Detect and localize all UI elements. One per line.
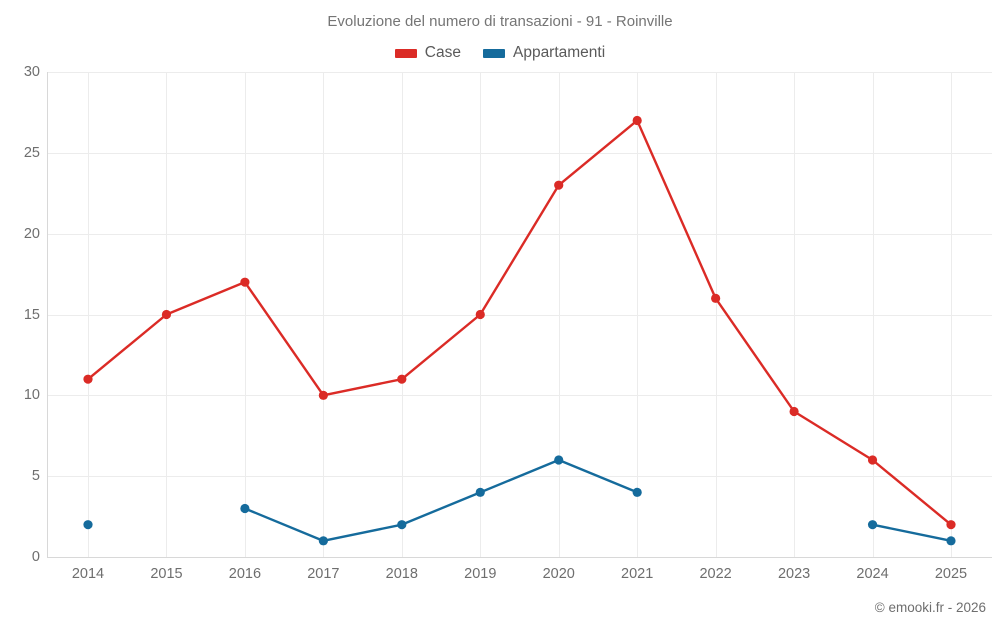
x-tick-label: 2020: [542, 566, 575, 582]
x-tick-label: 2024: [856, 566, 889, 582]
gridline-vertical: [872, 72, 874, 557]
gridline-vertical: [323, 72, 325, 557]
data-point-case[interactable]: [397, 374, 407, 384]
series-layer: [83, 115, 956, 546]
y-tick-label: 25: [23, 144, 40, 161]
series-line-appartamenti: [871, 523, 953, 543]
gridline-vertical: [401, 72, 403, 557]
data-point-case[interactable]: [475, 309, 485, 320]
data-point-appartamenti[interactable]: [867, 520, 878, 530]
gridline-vertical: [244, 72, 246, 557]
data-point-case[interactable]: [240, 277, 250, 287]
gridline-vertical: [715, 72, 717, 557]
y-axis-line: [47, 72, 48, 558]
gridline-horizontal: [47, 72, 992, 73]
data-point-appartamenti[interactable]: [632, 487, 642, 497]
legend-swatch-case: [394, 48, 417, 58]
data-point-case[interactable]: [161, 309, 172, 320]
data-point-appartamenti[interactable]: [83, 520, 93, 530]
x-axis-ticks: 2014 2015 2016 2017 2018 2019 2020 2021 2022 2023…: [47, 566, 992, 588]
gridline-horizontal: [47, 152, 992, 154]
x-tick-label: 2014: [71, 566, 105, 582]
x-tick-label: 2015: [150, 566, 183, 582]
data-point-case[interactable]: [946, 520, 956, 530]
y-tick-label: 15: [23, 306, 40, 323]
x-tick-label: 2022: [699, 566, 732, 582]
data-point-case[interactable]: [554, 180, 564, 190]
y-tick-label: 5: [31, 468, 40, 485]
legend-swatch-appartamenti: [482, 48, 505, 58]
gridline-vertical: [637, 72, 639, 557]
series-line-appartamenti: [243, 458, 639, 543]
legend-item-appartamenti[interactable]: Appartamenti: [482, 44, 606, 62]
data-point-appartamenti[interactable]: [554, 455, 564, 465]
data-point-case[interactable]: [711, 293, 721, 303]
data-point-case[interactable]: [83, 374, 93, 384]
data-point-case[interactable]: [318, 390, 328, 400]
y-tick-label: 20: [23, 225, 40, 242]
legend-label-case: Case: [424, 44, 461, 61]
data-point-case[interactable]: [867, 455, 878, 465]
x-tick-label: 2021: [621, 566, 654, 582]
gridline-horizontal: [47, 233, 992, 235]
data-point-case[interactable]: [632, 115, 642, 126]
page-title: Evoluzione del numero di transazioni - 9…: [327, 13, 673, 30]
y-axis-ticks: 0 5 10 15 20 25 30: [0, 64, 40, 565]
gridline-vertical: [794, 72, 796, 557]
gridline-horizontal: [47, 314, 992, 316]
data-point-appartamenti[interactable]: [475, 487, 485, 497]
data-point-appartamenti[interactable]: [240, 503, 250, 514]
chart-legend: Case Appartamenti: [0, 44, 1000, 62]
gridline-vertical: [88, 72, 89, 557]
series-line-case: [86, 119, 953, 526]
plot-area: [47, 72, 992, 558]
x-tick-label: 2025: [934, 566, 968, 582]
x-tick-label: 2016: [228, 566, 262, 582]
x-tick-label: 2018: [385, 566, 418, 582]
footer-copyright: © emooki.fr - 2026: [874, 600, 986, 615]
y-tick-label: 30: [23, 64, 40, 80]
gridline-horizontal: [47, 395, 992, 397]
y-tick-label: 10: [23, 387, 40, 404]
gridline-vertical: [558, 72, 560, 557]
legend-label-appartamenti: Appartamenti: [512, 44, 606, 61]
x-tick-label: 2017: [307, 566, 340, 582]
y-tick-label: 0: [31, 549, 40, 565]
gridline-vertical: [951, 72, 952, 557]
x-tick-label: 2023: [777, 566, 811, 582]
legend-item-case[interactable]: Case: [394, 44, 461, 62]
data-point-appartamenti[interactable]: [318, 536, 328, 546]
data-point-appartamenti[interactable]: [397, 520, 407, 530]
x-axis-line: [47, 557, 992, 558]
data-point-case[interactable]: [789, 406, 799, 417]
data-point-appartamenti[interactable]: [946, 536, 956, 546]
x-tick-label: 2019: [464, 566, 497, 582]
